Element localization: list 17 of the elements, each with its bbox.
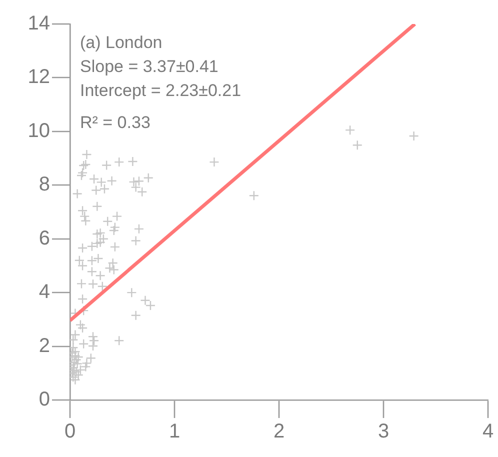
- y-tick-label: 14: [28, 12, 50, 35]
- annotation: Slope = 3.37±0.41: [80, 57, 218, 76]
- x-tick-label: 2: [273, 420, 285, 443]
- y-tick-label: 10: [28, 120, 50, 142]
- y-tick-label: 12: [28, 66, 50, 88]
- x-tick-label: 3: [378, 420, 390, 443]
- x-tick-label: 4: [482, 420, 494, 443]
- annotation: (a) London: [80, 33, 162, 52]
- annotation: Intercept = 2.23±0.21: [80, 81, 242, 100]
- annotation: R² = 0.33: [80, 113, 150, 132]
- y-tick-label: 0: [38, 388, 50, 411]
- y-tick-label: 8: [38, 174, 50, 196]
- x-tick-label: 0: [64, 420, 76, 443]
- x-tick-label: 1: [168, 420, 180, 443]
- y-tick-label: 6: [38, 227, 50, 250]
- y-tick-label: 2: [38, 334, 50, 357]
- y-tick-label: 4: [38, 281, 50, 304]
